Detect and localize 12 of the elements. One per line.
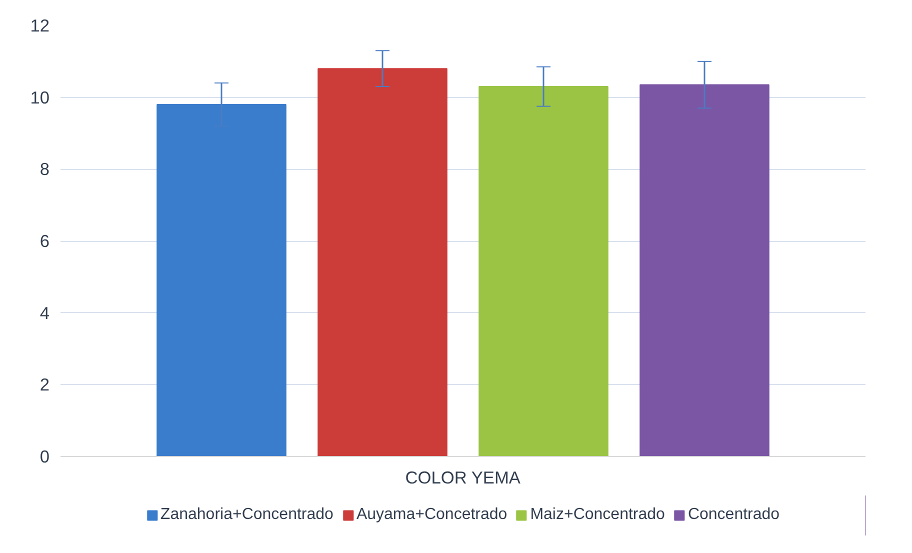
x-tick-label: COLOR YEMA <box>405 468 521 488</box>
legend-label: Maiz+Concentrado <box>530 506 665 524</box>
y-tick-label: 2 <box>40 374 50 395</box>
y-tick-label: 0 <box>40 446 50 466</box>
y-tick-label: 8 <box>40 159 50 180</box>
y-tick-label: 4 <box>40 302 50 323</box>
y-tick-label: 12 <box>30 16 50 36</box>
y-tick-label: 6 <box>40 231 50 251</box>
legend-label: Concentrado <box>688 506 780 524</box>
legend-label: Zanahoria+Concentrado <box>160 506 334 524</box>
y-tick-label: 10 <box>30 87 50 108</box>
legend-label: Auyama+Concetrado <box>356 506 508 524</box>
